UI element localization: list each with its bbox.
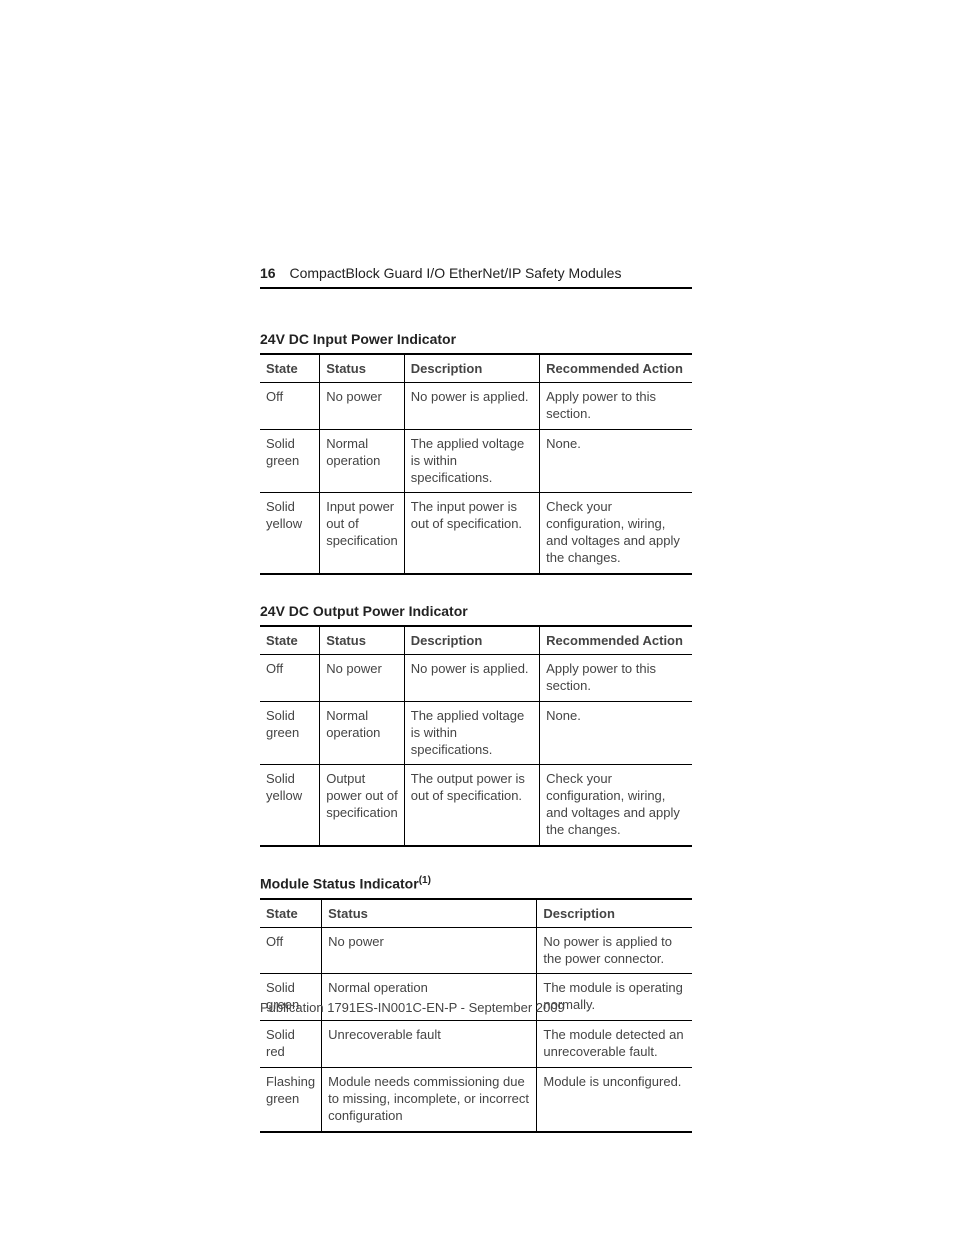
table-output-power: State Status Description Recommended Act… — [260, 625, 692, 847]
section-title-module-text: Module Status Indicator — [260, 876, 419, 892]
cell-desc: The module detected an unrecoverable fau… — [537, 1021, 692, 1068]
cell-action: Apply power to this section. — [540, 655, 692, 702]
table-row: Solid yellow Output power out of specifi… — [260, 765, 692, 846]
cell-status: No power — [322, 927, 537, 974]
col-header-status: Status — [320, 626, 405, 655]
cell-desc: No power is applied to the power connect… — [537, 927, 692, 974]
table-row: Solid red Unrecoverable fault The module… — [260, 1021, 692, 1068]
cell-status: No power — [320, 655, 405, 702]
table-row: Solid yellow Input power out of specific… — [260, 493, 692, 574]
section-title-input: 24V DC Input Power Indicator — [260, 331, 692, 347]
header-text: 16 CompactBlock Guard I/O EtherNet/IP Sa… — [260, 265, 621, 281]
col-header-status: Status — [322, 899, 537, 928]
cell-desc: No power is applied. — [404, 655, 539, 702]
cell-action: None. — [540, 701, 692, 765]
cell-desc: No power is applied. — [404, 383, 539, 430]
table-header-row: State Status Description Recommended Act… — [260, 354, 692, 383]
col-header-desc: Description — [404, 626, 539, 655]
table-input-power: State Status Description Recommended Act… — [260, 353, 692, 575]
cell-desc: The applied voltage is within specificat… — [404, 429, 539, 493]
table-row: Off No power No power is applied. Apply … — [260, 655, 692, 702]
cell-desc: The output power is out of specification… — [404, 765, 539, 846]
table-row: Off No power No power is applied. Apply … — [260, 383, 692, 430]
col-header-desc: Description — [537, 899, 692, 928]
page-number: 16 — [260, 265, 276, 281]
cell-action: Check your configuration, wiring, and vo… — [540, 765, 692, 846]
col-header-action: Recommended Action — [540, 354, 692, 383]
publication-footer: Publication 1791ES-IN001C-EN-P - Septemb… — [260, 1000, 565, 1015]
cell-action: Check your configuration, wiring, and vo… — [540, 493, 692, 574]
cell-state: Solid red — [260, 1021, 322, 1068]
col-header-state: State — [260, 899, 322, 928]
col-header-desc: Description — [404, 354, 539, 383]
col-header-state: State — [260, 354, 320, 383]
cell-action: Apply power to this section. — [540, 383, 692, 430]
table-header-row: State Status Description Recommended Act… — [260, 626, 692, 655]
cell-state: Solid yellow — [260, 765, 320, 846]
table-header-row: State Status Description — [260, 899, 692, 928]
cell-state: Flashing green — [260, 1068, 322, 1132]
cell-desc: The applied voltage is within specificat… — [404, 701, 539, 765]
page-header: 16 CompactBlock Guard I/O EtherNet/IP Sa… — [260, 265, 692, 289]
cell-action: None. — [540, 429, 692, 493]
cell-status: Unrecoverable fault — [322, 1021, 537, 1068]
cell-state: Solid green — [260, 701, 320, 765]
cell-status: Normal operation — [320, 701, 405, 765]
cell-status: Module needs commissioning due to missin… — [322, 1068, 537, 1132]
cell-status: Output power out of specification — [320, 765, 405, 846]
cell-desc: Module is unconfigured. — [537, 1068, 692, 1132]
document-page: 16 CompactBlock Guard I/O EtherNet/IP Sa… — [0, 0, 954, 1235]
cell-state: Off — [260, 927, 322, 974]
cell-desc: The input power is out of specification. — [404, 493, 539, 574]
section-title-module: Module Status Indicator(1) — [260, 875, 692, 892]
table-row: Off No power No power is applied to the … — [260, 927, 692, 974]
table-row: Solid green Normal operation The applied… — [260, 701, 692, 765]
table-row: Solid green Normal operation The applied… — [260, 429, 692, 493]
cell-status: Input power out of specification — [320, 493, 405, 574]
col-header-action: Recommended Action — [540, 626, 692, 655]
col-header-state: State — [260, 626, 320, 655]
section-title-output: 24V DC Output Power Indicator — [260, 603, 692, 619]
table-module-status: State Status Description Off No power No… — [260, 898, 692, 1133]
col-header-status: Status — [320, 354, 405, 383]
section-title-sup: (1) — [419, 875, 431, 886]
table-row: Flashing green Module needs commissionin… — [260, 1068, 692, 1132]
header-title: CompactBlock Guard I/O EtherNet/IP Safet… — [289, 265, 621, 281]
cell-state: Off — [260, 383, 320, 430]
cell-state: Solid green — [260, 429, 320, 493]
cell-status: No power — [320, 383, 405, 430]
cell-status: Normal operation — [320, 429, 405, 493]
cell-state: Solid yellow — [260, 493, 320, 574]
cell-state: Off — [260, 655, 320, 702]
